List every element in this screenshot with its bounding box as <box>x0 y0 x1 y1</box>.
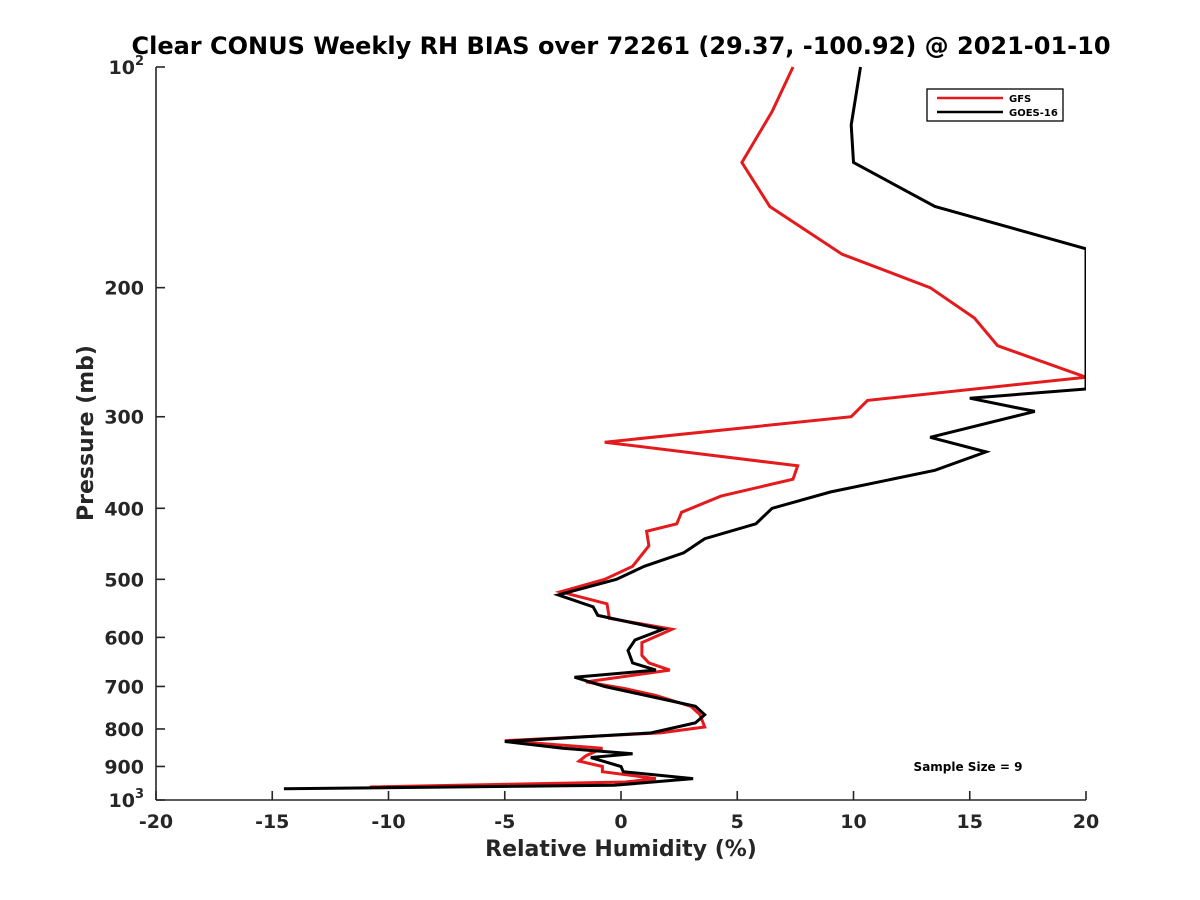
sample-size-annotation: Sample Size = 9 <box>914 760 1023 774</box>
y-tick-base: 10 <box>109 57 135 79</box>
y-tick-label: 102 <box>109 54 145 79</box>
y-tick-label: 900 <box>104 756 144 778</box>
series-line-goes-16 <box>283 66 1086 791</box>
x-tick-label: 0 <box>614 811 627 833</box>
x-tick-label: -20 <box>139 811 173 833</box>
x-tick-label: -10 <box>371 811 405 833</box>
x-tick-label: -15 <box>255 811 289 833</box>
legend-box <box>926 88 1064 122</box>
chart-title: Clear CONUS Weekly RH BIAS over 72261 (2… <box>131 32 1110 60</box>
plot-area: -20 -15 -10 -5 0 5 10 15 20102200300400500600700… <box>104 54 1099 833</box>
x-tick-label: 10 <box>840 811 866 833</box>
x-tick-label: -5 <box>494 811 515 833</box>
legend-label: GFS <box>1009 94 1031 105</box>
y-tick-label: 500 <box>104 569 144 591</box>
y-tick-label: 200 <box>104 278 144 300</box>
y-axis-label: Pressure (mb) <box>74 345 99 521</box>
legend: GFS GOES-16 <box>926 88 1064 122</box>
legend-label: GOES-16 <box>1009 108 1058 119</box>
series-line-gfs <box>369 66 1086 789</box>
y-tick-base: 10 <box>109 790 135 812</box>
y-tick-label: 400 <box>104 498 144 520</box>
x-tick-label: 20 <box>1073 811 1099 833</box>
y-tick-label: 700 <box>104 676 144 698</box>
x-tick-label: 15 <box>957 811 983 833</box>
y-tick-label: 600 <box>104 627 144 649</box>
y-tick-label: 800 <box>104 719 144 741</box>
y-tick-exponent: 2 <box>135 54 144 69</box>
x-axis-label: Relative Humidity (%) <box>485 837 757 862</box>
y-tick-label: 300 <box>104 407 144 429</box>
x-tick-label: 5 <box>731 811 744 833</box>
y-tick-exponent: 3 <box>135 787 144 802</box>
y-tick-label: 103 <box>109 787 145 812</box>
